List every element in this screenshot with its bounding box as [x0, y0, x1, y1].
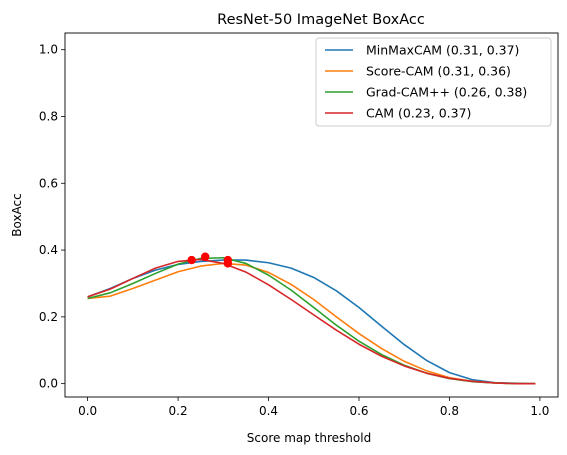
x-tick-label: 0.6 [349, 404, 368, 418]
x-tick-label: 0.2 [169, 404, 188, 418]
x-axis-label: Score map threshold [247, 431, 371, 445]
plot-frame [64, 32, 559, 398]
x-tick-label: 1.0 [530, 404, 549, 418]
y-tick-label: 0.0 [39, 377, 58, 391]
y-tick-label: 0.8 [39, 109, 58, 123]
peak-marker-1 [223, 259, 233, 268]
y-tick-label: 0.2 [39, 310, 58, 324]
legend-box [315, 37, 552, 127]
legend-label-2: Grad-CAM++ (0.26, 0.38) [366, 85, 527, 100]
plot-area [87, 252, 536, 385]
x-tick-label: 0.8 [440, 404, 459, 418]
peak-marker-3 [187, 255, 196, 265]
y-tick-label: 0.6 [39, 176, 58, 190]
peak-marker-2 [201, 252, 210, 261]
chart-title: ResNet-50 ImageNet BoxAcc [217, 12, 425, 28]
legend-label-1: Score-CAM (0.31, 0.36) [366, 64, 511, 79]
y-tick-label: 0.4 [39, 243, 58, 257]
series-line-3 [87, 258, 536, 385]
axis-ticks: 0.0 0.2 0.4 0.6 0.8 1.0 0.0 0.2 0.4 0.6 0.8 1.0 [39, 43, 550, 418]
x-tick-label: 0.0 [78, 404, 97, 418]
series-line-1 [87, 262, 536, 385]
legend-label-0: MinMaxCAM (0.31, 0.37) [366, 43, 519, 58]
series-line-0 [87, 259, 536, 385]
legend: MinMaxCAM (0.31, 0.37) Score-CAM (0.31, 0… [315, 37, 552, 127]
x-tick-label: 0.4 [259, 404, 278, 418]
y-tick-label: 1.0 [39, 43, 58, 57]
legend-label-3: CAM (0.23, 0.37) [366, 106, 471, 121]
y-axis-label: BoxAcc [10, 193, 24, 237]
